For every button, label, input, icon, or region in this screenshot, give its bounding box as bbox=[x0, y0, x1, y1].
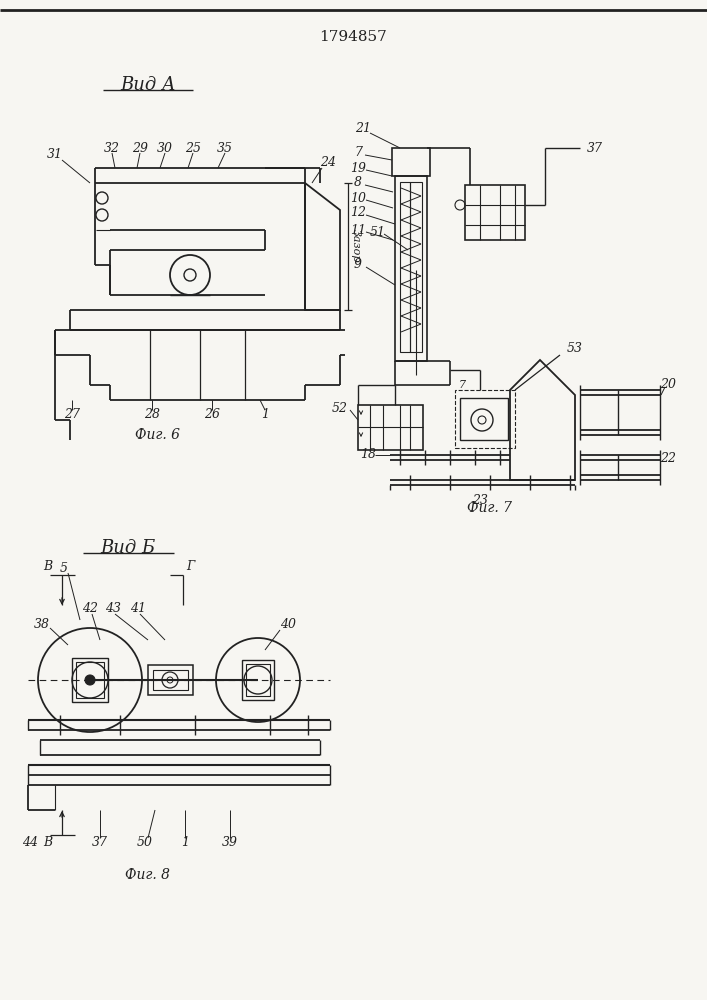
Text: 31: 31 bbox=[47, 148, 63, 161]
Text: 7: 7 bbox=[354, 146, 362, 159]
Text: 40: 40 bbox=[280, 618, 296, 632]
Text: 8: 8 bbox=[354, 176, 362, 190]
Text: 24: 24 bbox=[320, 156, 336, 169]
Text: 9: 9 bbox=[354, 258, 362, 271]
Text: 19: 19 bbox=[350, 161, 366, 174]
Text: 50: 50 bbox=[137, 836, 153, 850]
Bar bbox=[72, 658, 108, 702]
Text: Вид Б: Вид Б bbox=[100, 539, 156, 557]
Text: 51: 51 bbox=[370, 226, 386, 238]
Circle shape bbox=[85, 675, 95, 685]
Bar bbox=[153, 670, 188, 690]
Text: Фиг. 7: Фиг. 7 bbox=[467, 501, 513, 515]
Text: 32: 32 bbox=[104, 141, 120, 154]
Bar bbox=[395, 176, 427, 361]
Text: 29: 29 bbox=[132, 141, 148, 154]
Bar bbox=[392, 148, 430, 176]
Text: 11: 11 bbox=[350, 224, 366, 236]
Text: 5: 5 bbox=[60, 562, 68, 574]
Bar bbox=[400, 182, 410, 352]
Bar bbox=[465, 185, 525, 240]
Text: Зазор: Зазор bbox=[351, 229, 361, 263]
Text: Г: Г bbox=[186, 560, 194, 574]
Text: 37: 37 bbox=[587, 141, 603, 154]
Text: 26: 26 bbox=[204, 408, 220, 422]
Bar bbox=[460, 398, 508, 440]
Text: 20: 20 bbox=[660, 378, 676, 391]
Bar bbox=[246, 664, 270, 696]
Text: 1794857: 1794857 bbox=[319, 30, 387, 44]
Text: 42: 42 bbox=[82, 601, 98, 614]
Text: 52: 52 bbox=[332, 401, 348, 414]
Text: 44: 44 bbox=[22, 836, 38, 850]
Text: 18: 18 bbox=[360, 448, 376, 462]
Text: В: В bbox=[43, 560, 52, 574]
Text: 39: 39 bbox=[222, 836, 238, 850]
Bar bbox=[358, 405, 423, 450]
Text: Фиг. 8: Фиг. 8 bbox=[126, 868, 170, 882]
Text: 22: 22 bbox=[660, 452, 676, 464]
Text: 53: 53 bbox=[567, 342, 583, 355]
Bar bbox=[455, 390, 515, 448]
Bar bbox=[410, 182, 422, 352]
Text: 21: 21 bbox=[355, 121, 371, 134]
Text: 27: 27 bbox=[64, 408, 80, 422]
Bar bbox=[148, 665, 193, 695]
Text: 35: 35 bbox=[217, 141, 233, 154]
Text: 7: 7 bbox=[458, 380, 466, 390]
Text: 37: 37 bbox=[92, 836, 108, 850]
Text: 10: 10 bbox=[350, 192, 366, 205]
Text: В: В bbox=[43, 836, 52, 850]
Text: 23: 23 bbox=[472, 493, 488, 506]
Text: 43: 43 bbox=[105, 601, 121, 614]
Text: 12: 12 bbox=[350, 207, 366, 220]
Text: 30: 30 bbox=[157, 141, 173, 154]
Bar bbox=[242, 660, 274, 700]
Text: Фиг. 6: Фиг. 6 bbox=[136, 428, 180, 442]
Text: 25: 25 bbox=[185, 141, 201, 154]
Text: 41: 41 bbox=[130, 601, 146, 614]
Text: 38: 38 bbox=[34, 618, 50, 632]
Text: 28: 28 bbox=[144, 408, 160, 422]
Bar bbox=[76, 662, 104, 698]
Text: 1: 1 bbox=[261, 408, 269, 422]
Text: Вид А: Вид А bbox=[120, 76, 176, 94]
Text: 1: 1 bbox=[181, 836, 189, 850]
